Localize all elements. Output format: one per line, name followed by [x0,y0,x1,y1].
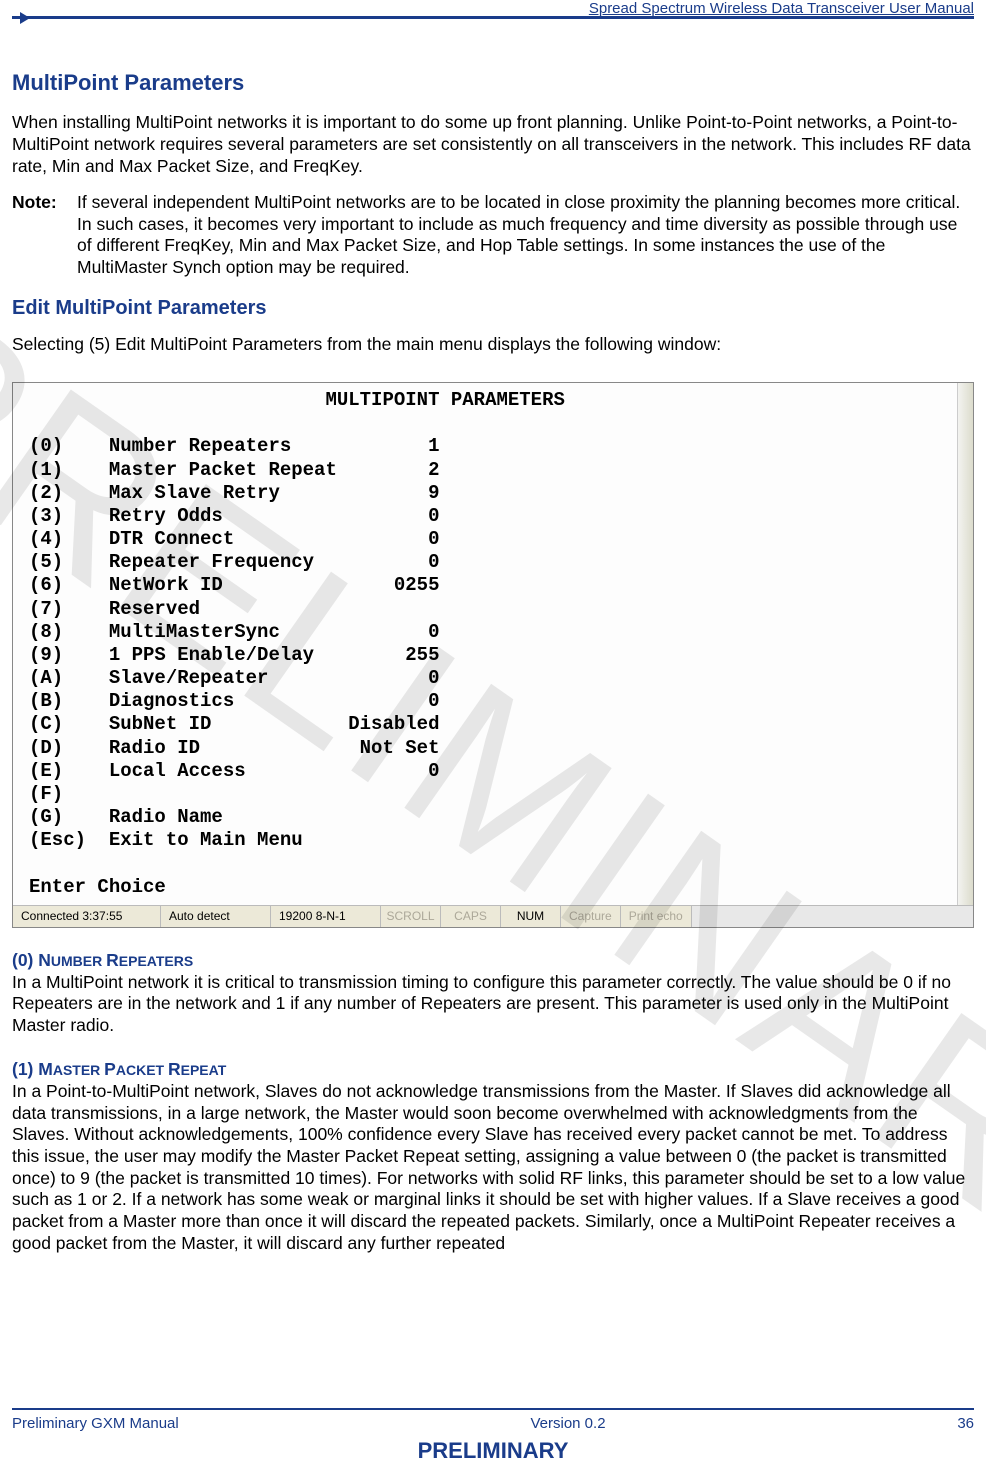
footer-preliminary: PRELIMINARY [0,1438,986,1464]
sec4-h-e: R [168,1059,181,1079]
terminal-text: MULTIPOINT PARAMETERS (0) Number Repeate… [13,383,973,905]
sec4-h-b: ASTER [53,1062,104,1078]
sec4-h-c: P [104,1059,116,1079]
header-title: Spread Spectrum Wireless Data Transceive… [589,0,974,17]
section3-body: In a MultiPoint network it is critical t… [12,972,974,1037]
status-bar: Connected 3:37:55Auto detect19200 8-N-1S… [13,905,973,927]
terminal-screenshot: MULTIPOINT PARAMETERS (0) Number Repeate… [12,382,974,928]
section2-p1: Selecting (5) Edit MultiPoint Parameters… [12,334,974,356]
footer-row: Preliminary GXM Manual Version 0.2 36 [12,1415,974,1432]
section4-heading: (1) MASTER PACKET REPEAT [12,1059,974,1080]
note-label: Note: [12,192,77,280]
footer-right: 36 [957,1415,974,1432]
note-block: Note: If several independent MultiPoint … [12,192,974,280]
sec4-h-a: (1) M [12,1059,53,1079]
sec3-h-b: UMBER [51,953,106,969]
section4-body: In a Point-to-MultiPoint network, Slaves… [12,1081,974,1255]
scrollbar-icon [957,383,973,905]
status-cell: NUM [501,906,561,927]
section3-heading: (0) NUMBER REPEATERS [12,950,974,971]
footer-center: Version 0.2 [530,1415,605,1432]
status-cell: CAPS [441,906,501,927]
page-content: MultiPoint Parameters When installing Mu… [12,70,974,1254]
sec3-h-d: EPEATERS [119,953,193,969]
sec3-h-a: (0) N [12,950,51,970]
sec4-h-f: EPEAT [181,1062,227,1078]
section1-heading: MultiPoint Parameters [12,70,974,96]
sec3-h-c: R [106,950,119,970]
section2-heading: Edit MultiPoint Parameters [12,297,974,320]
section1-p1: When installing MultiPoint networks it i… [12,112,974,178]
status-cell: Capture [561,906,621,927]
status-cell: Connected 3:37:55 [13,906,161,927]
sec4-h-d: ACKET [116,1062,168,1078]
footer-rule [12,1408,974,1410]
status-cell: Auto detect [161,906,271,927]
status-cell: SCROLL [381,906,441,927]
header-arrow-icon [20,12,30,24]
status-cell: 19200 8-N-1 [271,906,381,927]
note-body: If several independent MultiPoint networ… [77,192,974,280]
status-cell: Print echo [621,906,692,927]
footer-left: Preliminary GXM Manual [12,1415,179,1432]
